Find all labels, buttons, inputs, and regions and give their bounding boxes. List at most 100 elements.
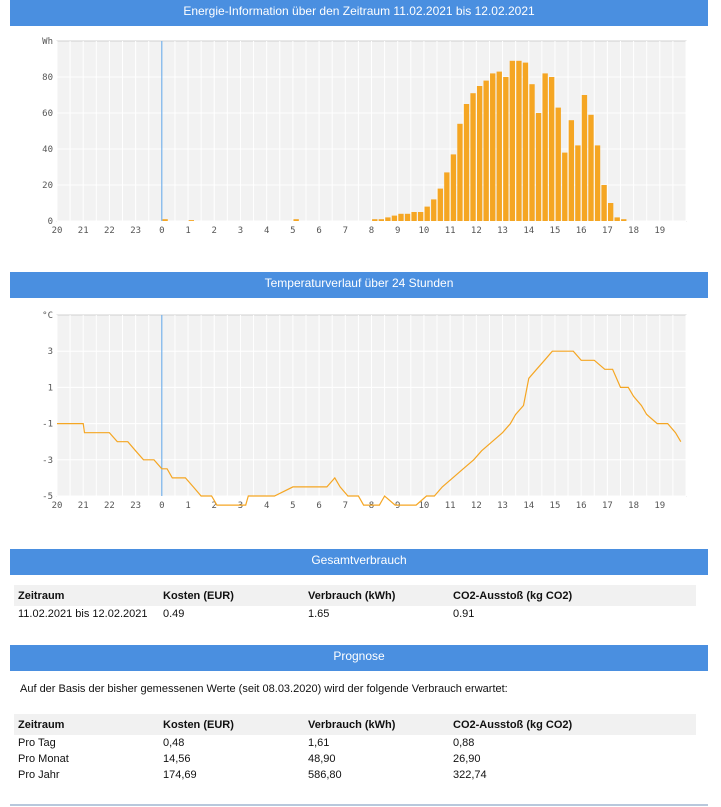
- energy-bar: [398, 213, 404, 221]
- energy-bar: [411, 212, 417, 221]
- temperature-title: Temperaturverlauf über 24 Stunden: [264, 276, 454, 290]
- energy-bar: [607, 203, 614, 221]
- cell-verbrauch: 48,90: [308, 753, 336, 765]
- x-tick-label: 22: [104, 501, 115, 511]
- x-tick-label: 6: [316, 501, 321, 511]
- y-tick-label: 0: [48, 217, 53, 227]
- energy-bar: [470, 93, 476, 221]
- x-tick-label: 16: [576, 501, 587, 511]
- x-tick-label: 1: [185, 226, 190, 236]
- x-tick-label: 9: [395, 501, 400, 511]
- x-tick-label: 13: [497, 501, 508, 511]
- energy-bar: [555, 107, 561, 221]
- energy-bar: [581, 95, 588, 221]
- x-tick-label: 4: [264, 226, 269, 236]
- x-tick-label: 8: [369, 501, 374, 511]
- energy-bar: [293, 219, 299, 221]
- col-co2: CO2-Ausstoß (kg CO2): [449, 714, 696, 735]
- energy-bar: [404, 213, 411, 221]
- x-tick-label: 15: [550, 501, 561, 511]
- energy-bar: [188, 220, 194, 221]
- cell-zeitraum: Pro Tag: [18, 737, 56, 749]
- energy-bar: [601, 185, 607, 221]
- cell-co2: 26,90: [453, 753, 481, 765]
- col-kosten: Kosten (EUR): [159, 714, 304, 735]
- x-tick-label: 19: [654, 226, 665, 236]
- cell-verbrauch: 586,80: [308, 769, 342, 781]
- forecast-intro: Auf der Basis der bisher gemessenen Wert…: [20, 683, 508, 695]
- energy-bar: [535, 113, 542, 221]
- x-tick-label: 7: [343, 501, 348, 511]
- col-verbrauch: Verbrauch (kWh): [304, 585, 449, 606]
- cell-kosten: 174,69: [163, 769, 197, 781]
- x-tick-label: 2: [212, 501, 217, 511]
- energy-bar: [529, 84, 535, 221]
- y-axis-unit-label: Wh: [42, 37, 53, 47]
- table-row: Pro Monat 14,56 48,90 26,90: [14, 751, 696, 767]
- y-tick-label: 80: [42, 73, 53, 83]
- energy-header: Energie-Information über den Zeitraum 11…: [10, 0, 708, 26]
- x-tick-label: 0: [159, 501, 164, 511]
- energy-title: Energie-Information über den Zeitraum 11…: [183, 4, 535, 18]
- x-tick-label: 8: [369, 226, 374, 236]
- x-tick-label: 10: [418, 226, 429, 236]
- total-title: Gesamtverbrauch: [311, 553, 407, 567]
- energy-bar: [162, 219, 168, 221]
- x-tick-label: 21: [78, 226, 89, 236]
- energy-bar: [568, 120, 575, 221]
- y-tick-label: 20: [42, 181, 53, 191]
- x-tick-label: 11: [445, 226, 456, 236]
- x-tick-label: 23: [130, 501, 141, 511]
- cell-co2: 322,74: [453, 769, 487, 781]
- x-tick-label: 21: [78, 501, 89, 511]
- total-table-header-row: Zeitraum Kosten (EUR) Verbrauch (kWh) CO…: [14, 585, 696, 606]
- x-tick-label: 10: [418, 501, 429, 511]
- x-tick-label: 3: [238, 501, 243, 511]
- energy-bar: [476, 86, 483, 221]
- energy-bar: [496, 71, 502, 221]
- x-tick-label: 17: [602, 501, 613, 511]
- energy-bar: [588, 114, 594, 221]
- x-tick-label: 9: [395, 226, 400, 236]
- bottom-divider: [10, 804, 708, 806]
- col-verbrauch: Verbrauch (kWh): [304, 714, 449, 735]
- cell-kosten: 0,48: [163, 737, 185, 749]
- x-tick-label: 17: [602, 226, 613, 236]
- table-row: Pro Tag 0,48 1,61 0,88: [14, 735, 696, 751]
- cell-verbrauch: 1.65: [308, 608, 330, 620]
- forecast-header: Prognose: [10, 645, 708, 671]
- y-tick-label: 60: [42, 109, 53, 119]
- x-tick-label: 15: [550, 226, 561, 236]
- x-tick-label: 0: [159, 226, 164, 236]
- energy-bar: [549, 77, 555, 221]
- cell-kosten: 0.49: [163, 608, 185, 620]
- x-tick-label: 12: [471, 226, 482, 236]
- col-kosten: Kosten (EUR): [159, 585, 304, 606]
- table-row: 11.02.2021 bis 12.02.2021 0.49 1.65 0.91: [14, 606, 696, 622]
- forecast-title: Prognose: [333, 649, 385, 663]
- energy-bar: [516, 60, 522, 221]
- y-tick-label: 40: [42, 145, 53, 155]
- energy-bar: [437, 188, 443, 221]
- table-row: Pro Jahr 174,69 586,80 322,74: [14, 767, 696, 783]
- energy-bar: [385, 217, 391, 221]
- energy-bar: [372, 219, 378, 221]
- energy-bar: [509, 60, 516, 221]
- energy-bar: [431, 199, 437, 221]
- x-tick-label: 5: [290, 226, 295, 236]
- x-tick-label: 16: [576, 226, 587, 236]
- x-tick-label: 22: [104, 226, 115, 236]
- x-tick-label: 13: [497, 226, 508, 236]
- y-tick-label: -5: [42, 492, 53, 502]
- energy-bar: [490, 73, 496, 222]
- energy-bar: [424, 206, 430, 221]
- x-tick-label: 6: [316, 226, 321, 236]
- x-tick-label: 18: [628, 226, 639, 236]
- y-tick-label: -3: [42, 456, 53, 466]
- cell-zeitraum: Pro Jahr: [18, 769, 60, 781]
- energy-bar: [562, 152, 568, 221]
- forecast-table: Zeitraum Kosten (EUR) Verbrauch (kWh) CO…: [14, 714, 696, 783]
- x-tick-label: 3: [238, 226, 243, 236]
- x-tick-label: 23: [130, 226, 141, 236]
